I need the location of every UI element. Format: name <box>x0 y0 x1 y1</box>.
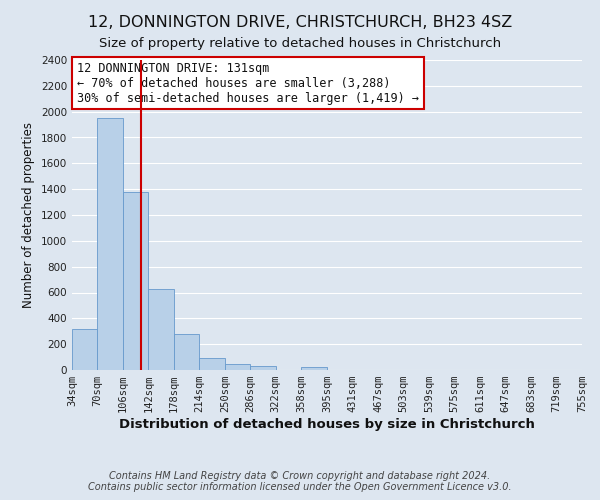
Y-axis label: Number of detached properties: Number of detached properties <box>22 122 35 308</box>
Text: Contains HM Land Registry data © Crown copyright and database right 2024.
Contai: Contains HM Land Registry data © Crown c… <box>88 471 512 492</box>
Bar <box>250 366 276 370</box>
Bar <box>199 358 225 370</box>
X-axis label: Distribution of detached houses by size in Christchurch: Distribution of detached houses by size … <box>119 418 535 431</box>
Bar <box>148 288 174 370</box>
Text: Size of property relative to detached houses in Christchurch: Size of property relative to detached ho… <box>99 38 501 51</box>
Text: 12 DONNINGTON DRIVE: 131sqm
← 70% of detached houses are smaller (3,288)
30% of : 12 DONNINGTON DRIVE: 131sqm ← 70% of det… <box>77 62 419 104</box>
Bar <box>301 367 328 370</box>
Bar <box>97 118 123 370</box>
Bar <box>174 334 199 370</box>
Bar <box>123 192 148 370</box>
Bar <box>225 364 250 370</box>
Text: 12, DONNINGTON DRIVE, CHRISTCHURCH, BH23 4SZ: 12, DONNINGTON DRIVE, CHRISTCHURCH, BH23… <box>88 15 512 30</box>
Bar <box>72 328 97 370</box>
